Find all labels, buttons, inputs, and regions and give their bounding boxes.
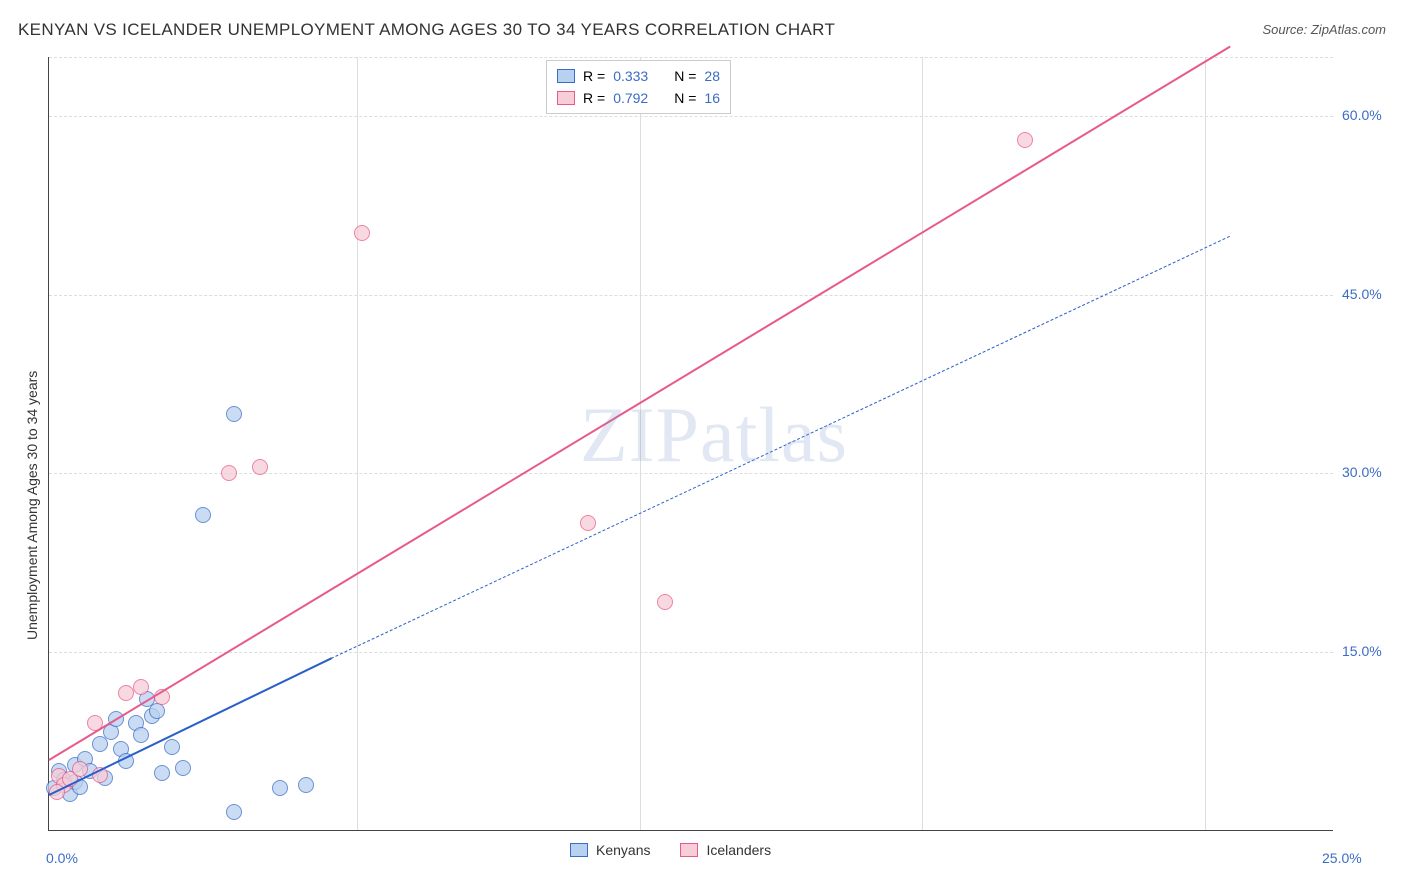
data-point [154, 765, 170, 781]
y-tick-label: 60.0% [1342, 107, 1382, 123]
gridline-horizontal [49, 57, 1333, 58]
r-value: 0.333 [613, 68, 648, 84]
data-point [580, 515, 596, 531]
data-point [272, 780, 288, 796]
data-point [164, 739, 180, 755]
gridline-horizontal [49, 295, 1333, 296]
legend-swatch-icelanders [680, 843, 698, 857]
legend-stats-row: R = 0.333 N = 28 [557, 65, 720, 87]
gridline-horizontal [49, 473, 1333, 474]
source-label: Source: ZipAtlas.com [1262, 22, 1386, 37]
r-label: R = [583, 68, 605, 84]
legend-swatch-kenyans [570, 843, 588, 857]
data-point [221, 465, 237, 481]
data-point [226, 406, 242, 422]
data-point [118, 685, 134, 701]
n-value: 16 [704, 90, 720, 106]
y-tick-label: 30.0% [1342, 464, 1382, 480]
legend-stats-row: R = 0.792 N = 16 [557, 87, 720, 109]
data-point [354, 225, 370, 241]
data-point [252, 459, 268, 475]
x-tick-label: 25.0% [1322, 850, 1362, 866]
data-point [657, 594, 673, 610]
legend-swatch-kenyans [557, 69, 575, 83]
gridline-vertical [922, 57, 923, 830]
n-label: N = [674, 68, 696, 84]
legend-label: Kenyans [596, 842, 650, 858]
n-label: N = [674, 90, 696, 106]
gridline-vertical [357, 57, 358, 830]
data-point [133, 727, 149, 743]
gridline-horizontal [49, 116, 1333, 117]
legend-stats: R = 0.333 N = 28 R = 0.792 N = 16 [546, 60, 731, 114]
data-point [1017, 132, 1033, 148]
data-point [226, 804, 242, 820]
y-tick-label: 15.0% [1342, 643, 1382, 659]
data-point [149, 703, 165, 719]
gridline-vertical [640, 57, 641, 830]
legend-series: Kenyans Icelanders [570, 842, 771, 858]
x-tick-label: 0.0% [46, 850, 78, 866]
gridline-vertical [1205, 57, 1206, 830]
gridline-horizontal [49, 652, 1333, 653]
legend-swatch-icelanders [557, 91, 575, 105]
data-point [298, 777, 314, 793]
r-value: 0.792 [613, 90, 648, 106]
y-tick-label: 45.0% [1342, 286, 1382, 302]
data-point [175, 760, 191, 776]
trend-line [331, 235, 1230, 658]
r-label: R = [583, 90, 605, 106]
plot-area [48, 57, 1333, 831]
chart-title: KENYAN VS ICELANDER UNEMPLOYMENT AMONG A… [18, 20, 835, 40]
data-point [195, 507, 211, 523]
n-value: 28 [704, 68, 720, 84]
legend-label: Icelanders [706, 842, 771, 858]
y-axis-label: Unemployment Among Ages 30 to 34 years [24, 371, 40, 640]
